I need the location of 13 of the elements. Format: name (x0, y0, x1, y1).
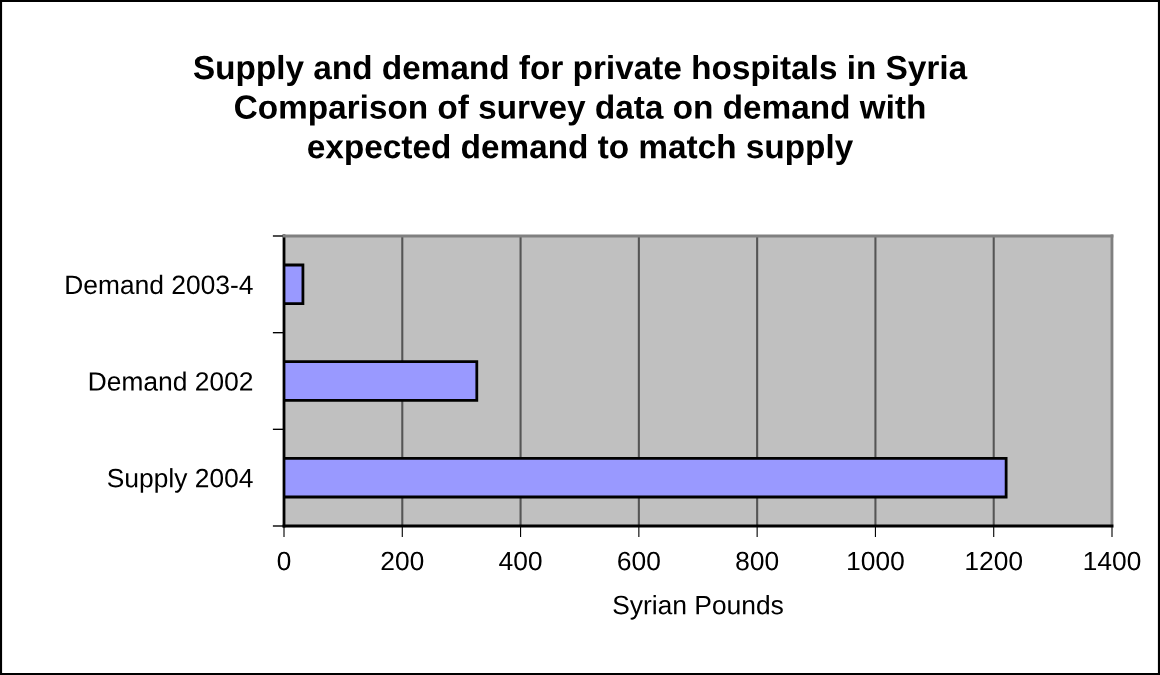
x-tick-label: 800 (736, 551, 779, 571)
x-tick-label: 0 (277, 551, 291, 571)
y-tick-label: Demand 2003-4 (66, 274, 253, 295)
chart-title: Supply and demand for private hospitals in Syria Comparison of survey data on demand with expected demand to match supply (193, 54, 968, 166)
x-tick-label: 1200 (966, 551, 1023, 571)
x-tick-label: 200 (381, 551, 424, 571)
x-tick-label: 1400 (1084, 551, 1141, 571)
x-tick-label: 1000 (848, 551, 904, 571)
x-tick-label: 400 (499, 551, 542, 571)
x-tick-label: 600 (618, 551, 660, 571)
y-tick-label: Demand 2002 (89, 371, 253, 391)
y-tick-label: Supply 2004 (107, 468, 253, 493)
x-axis-title: Syrian Pounds (613, 595, 783, 620)
